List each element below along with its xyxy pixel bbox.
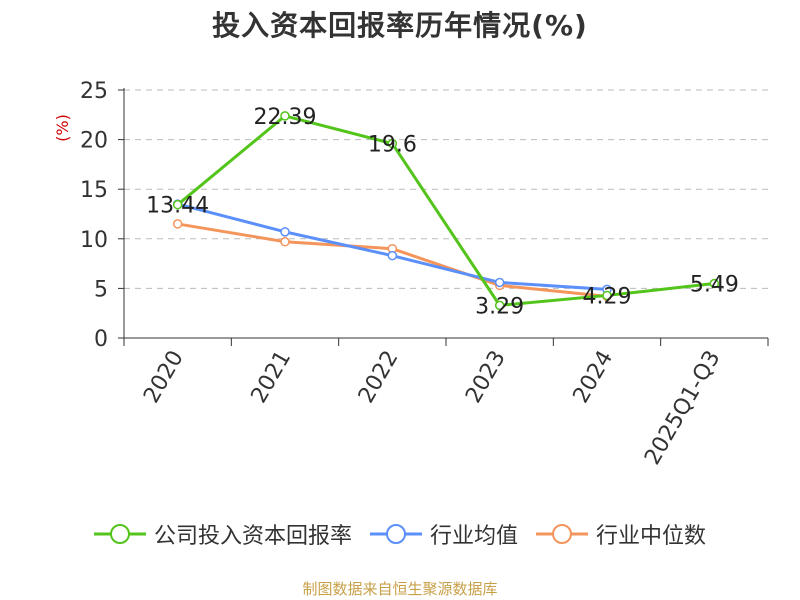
legend-swatch-marker <box>385 524 406 544</box>
data-point <box>709 278 720 289</box>
data-point <box>172 199 183 210</box>
data-point <box>280 111 290 121</box>
legend-swatch <box>93 524 146 544</box>
legend: 公司投入资本回报率 行业均值 行业中位数 <box>0 518 800 550</box>
legend-swatch-marker <box>109 524 130 544</box>
data-point <box>494 300 505 311</box>
data-point <box>602 290 612 301</box>
y-tick-label: 0 <box>94 327 108 352</box>
data-label: 19.6 <box>368 133 417 158</box>
data-point <box>387 250 398 261</box>
legend-label: 行业均值 <box>429 524 518 549</box>
data-point <box>172 219 183 229</box>
data-label: 4.29 <box>583 284 632 309</box>
legend-label: 行业中位数 <box>596 524 707 549</box>
data-point <box>280 227 290 237</box>
data-label: 5.49 <box>690 273 739 298</box>
x-tick-label: 2025Q1-Q3 <box>640 347 725 470</box>
x-tick-label: 2023 <box>461 347 511 408</box>
legend-swatch <box>536 524 588 544</box>
data-label: 13.44 <box>146 194 209 219</box>
data-point <box>387 138 398 149</box>
data-point <box>280 237 290 247</box>
legend-swatch-marker <box>552 524 572 544</box>
x-tick-label: 2024 <box>569 347 619 408</box>
legend-label: 公司投入资本回报率 <box>153 524 352 549</box>
x-tick-label: 2022 <box>354 347 404 408</box>
legend-swatch <box>369 524 422 544</box>
y-tick-label: 5 <box>94 277 108 302</box>
line-chart: 0 5 10 15 20 25 (%) 2020 2021 2022 2023 2024 2025Q1-… <box>53 79 769 470</box>
data-label: 3.29 <box>475 294 524 319</box>
data-label: 22.39 <box>254 105 317 130</box>
source-note: 制图数据来自恒生聚源数据库 <box>302 580 498 598</box>
data-point <box>494 277 505 288</box>
chart-title: 投入资本回报率历年情况(%) <box>212 9 588 42</box>
y-tick-label: 25 <box>80 79 108 104</box>
series-line <box>176 114 715 307</box>
y-axis-label: (%) <box>53 114 72 142</box>
y-tick-label: 15 <box>80 178 108 203</box>
x-tick-label: 2020 <box>139 347 189 408</box>
x-tick-label: 2021 <box>247 347 297 408</box>
legend-item[interactable]: 公司投入资本回报率 <box>93 518 352 550</box>
legend-item[interactable]: 行业均值 <box>369 518 518 550</box>
legend-item[interactable]: 行业中位数 <box>536 518 706 550</box>
y-tick-label: 20 <box>80 129 108 154</box>
y-tick-label: 10 <box>80 228 108 253</box>
